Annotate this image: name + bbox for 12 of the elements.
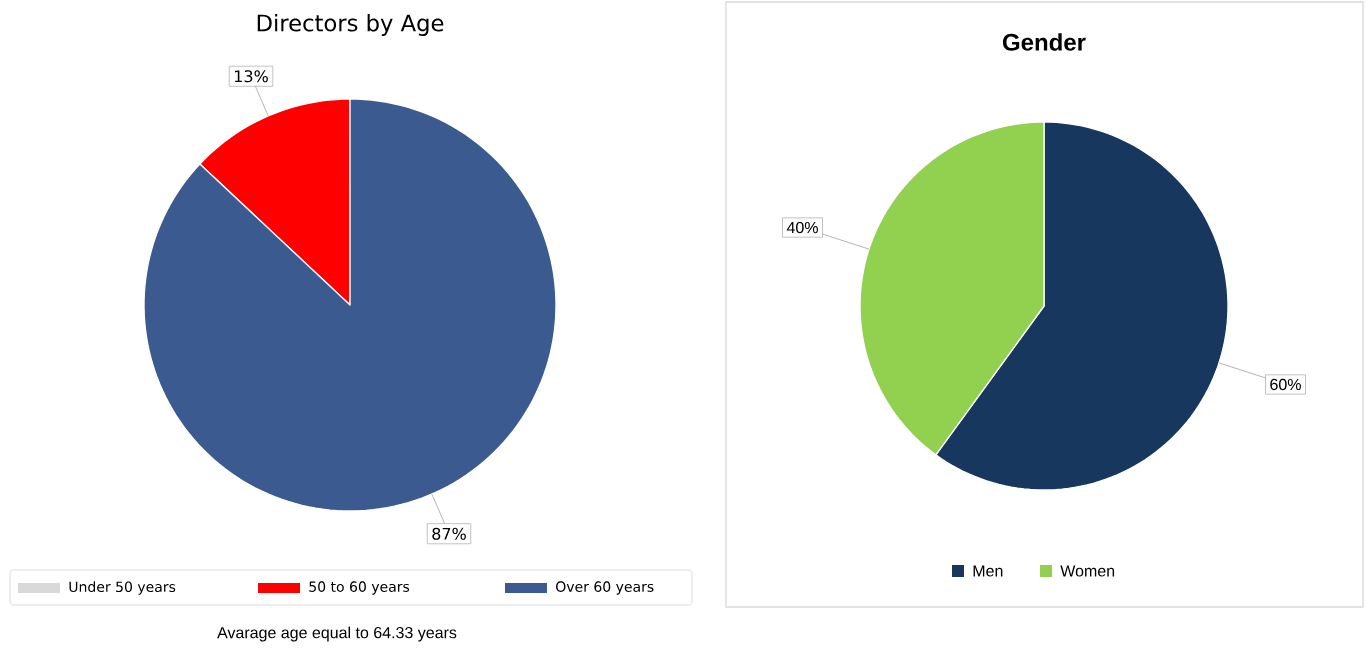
data-label: 13%: [235, 70, 268, 83]
legend-label: Under 50 years: [69, 581, 176, 595]
text: Avarage age equal to 64.33 years: [217, 626, 457, 642]
chart-title: Directors by Age: [257, 14, 444, 36]
legend-label: 50 to 60 years: [309, 581, 410, 595]
chart-title: Gender: [1002, 33, 1086, 51]
data-label: 87%: [432, 527, 466, 540]
legend-label: Women: [1060, 565, 1115, 577]
data-label: 60%: [1270, 378, 1301, 391]
legend-label: Over 60 years: [556, 581, 654, 595]
data-label: 40%: [786, 221, 818, 234]
legend-label: Men: [973, 565, 1003, 577]
